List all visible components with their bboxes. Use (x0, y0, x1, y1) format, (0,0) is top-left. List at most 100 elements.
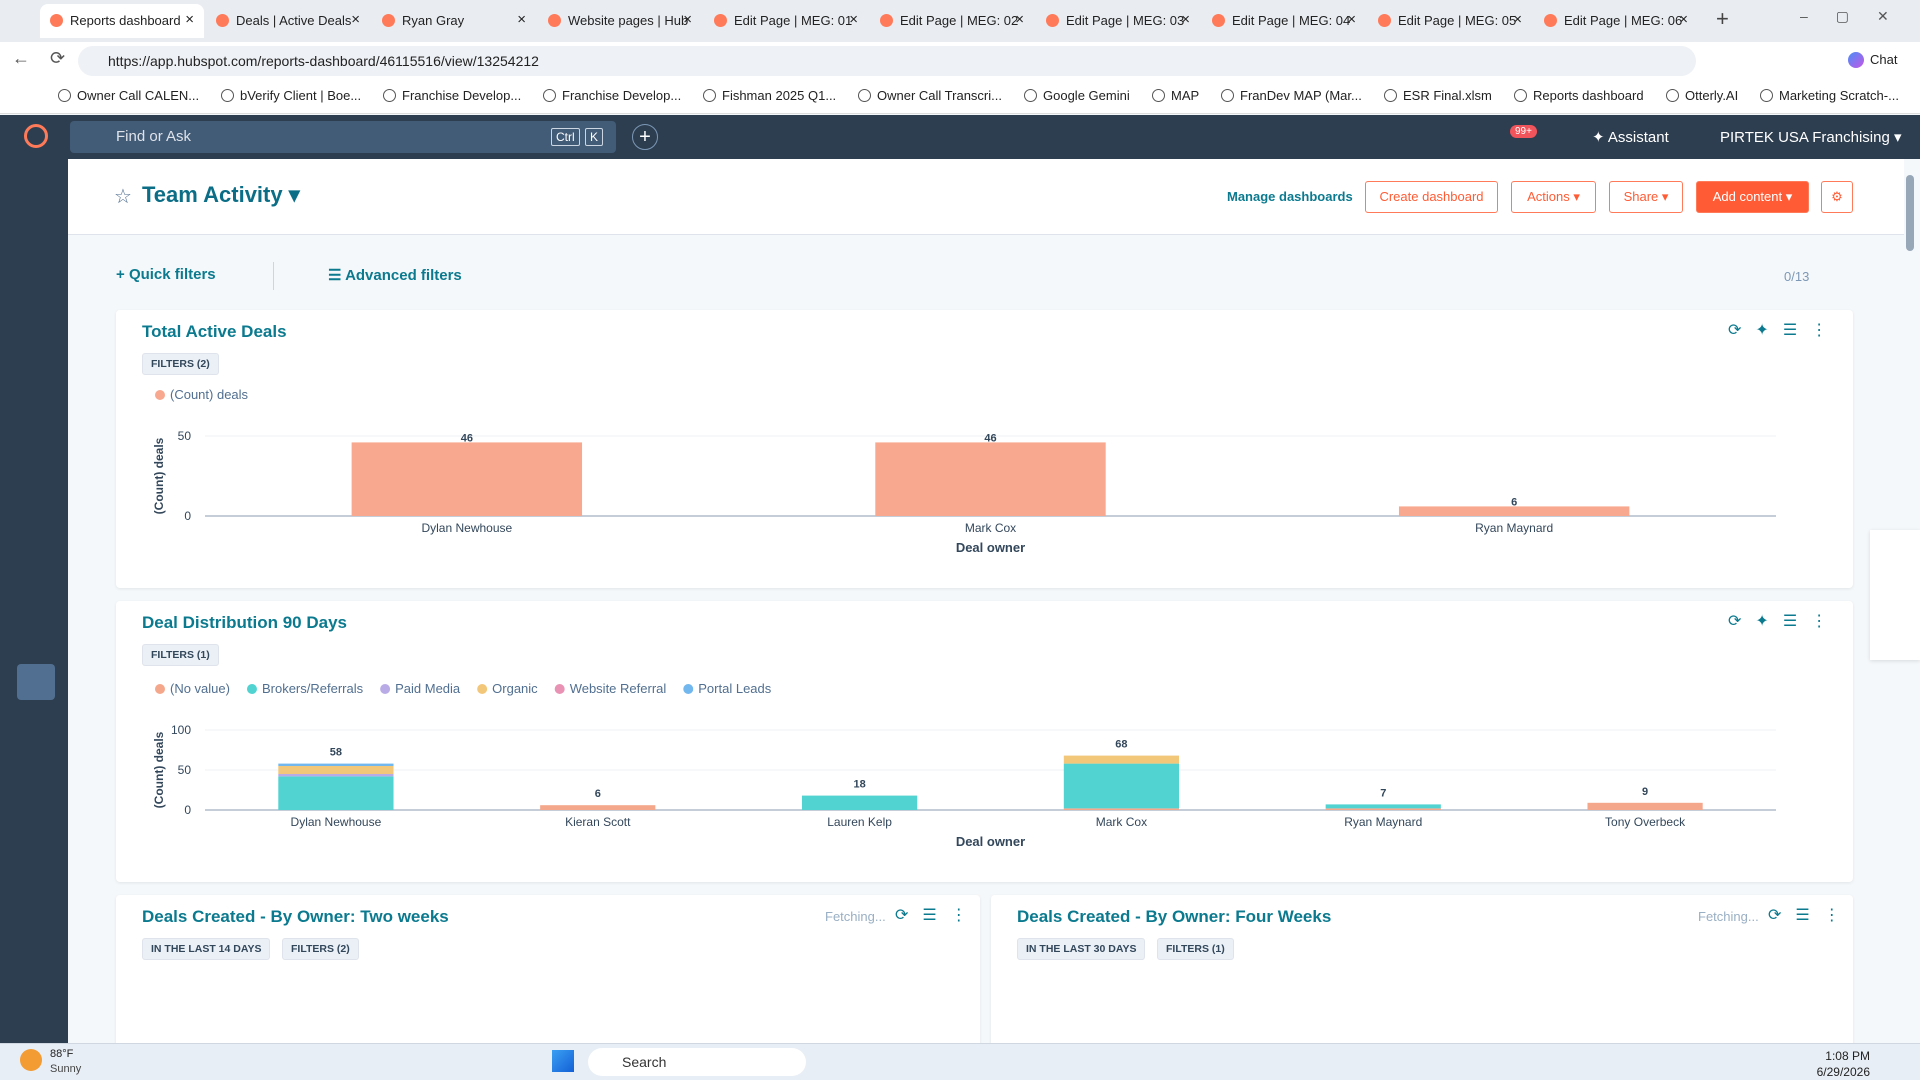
bookmark-icon (858, 89, 871, 102)
fetching-status: Fetching... (825, 909, 886, 924)
bookmark-icon (1024, 89, 1037, 102)
taskbar-search[interactable]: Search (588, 1048, 806, 1076)
bookmark-icon (1152, 89, 1165, 102)
bookmark[interactable]: Franchise Develop... (543, 88, 681, 103)
data-label: 6 (595, 788, 601, 800)
report-actions[interactable]: ⟳✦☰⋮ (1728, 322, 1842, 339)
favorite-star[interactable]: ☆ (114, 186, 132, 208)
bookmark[interactable]: Reports dashboard (1514, 88, 1644, 103)
bookmark[interactable]: Google Gemini (1024, 88, 1130, 103)
bookmark[interactable]: Franchise Develop... (383, 88, 521, 103)
bookmark[interactable]: FranDev MAP (Mar... (1221, 88, 1362, 103)
filter-tag[interactable]: IN THE LAST 14 DAYS (142, 938, 271, 960)
tab-icon (382, 14, 395, 27)
report-title[interactable]: Deals Created - By Owner: Two weeks (142, 907, 449, 926)
assistant-label: Assistant (1607, 129, 1669, 146)
clock-time: 1:08 PM (1825, 1049, 1870, 1063)
filter-tag[interactable]: FILTERS (1) (142, 644, 219, 666)
x-axis-label: Deal owner (956, 834, 1025, 849)
share-button[interactable]: Share ▾ (1609, 181, 1683, 213)
scrollbar[interactable] (1906, 175, 1914, 251)
tab-icon (50, 14, 63, 27)
new-tab[interactable]: + (1716, 6, 1729, 31)
bar-segment (278, 766, 394, 774)
bookmark-label: Google Gemini (1043, 88, 1130, 103)
assistant[interactable]: ✦ Assistant (1592, 129, 1669, 146)
tab-close: × (683, 11, 692, 28)
quick-filters[interactable]: + Quick filters (116, 266, 216, 283)
browser-tab[interactable]: Edit Page | MEG: 01 × (704, 4, 868, 38)
bar-segment (278, 774, 394, 777)
data-label: 68 (1115, 739, 1127, 751)
bookmark[interactable]: MAP (1152, 88, 1199, 103)
add-content[interactable]: Add content ▾ (1696, 181, 1809, 213)
browser-tab[interactable]: Edit Page | MEG: 03 × (1036, 4, 1200, 38)
bar-segment (351, 442, 583, 516)
bookmark[interactable]: Marketing Scratch-... (1760, 88, 1899, 103)
tab-icon (1046, 14, 1059, 27)
bookmark-icon (1666, 89, 1679, 102)
start-button[interactable] (552, 1050, 574, 1072)
window-controls[interactable]: –▢✕ (1800, 8, 1917, 24)
side-panel[interactable] (1870, 530, 1920, 660)
report-actions[interactable]: ⟳☰⋮ (895, 907, 981, 924)
tab-close: × (1015, 11, 1024, 28)
actions-button[interactable]: Actions ▾ (1511, 181, 1596, 213)
legend-label: Portal Leads (698, 681, 771, 696)
clock-date: 6/29/2026 (1816, 1065, 1870, 1079)
browser-tab[interactable]: Ryan Gray × (372, 4, 536, 38)
bookmark[interactable]: ESR Final.xlsm (1384, 88, 1492, 103)
bookmark-icon (58, 89, 71, 102)
filter-tag[interactable]: FILTERS (2) (142, 353, 219, 375)
shortcut-key: Ctrl (551, 128, 580, 146)
data-label: 7 (1380, 787, 1386, 799)
browser-tab[interactable]: Edit Page | MEG: 05 × (1368, 4, 1532, 38)
settings-button[interactable]: ⚙ (1821, 181, 1853, 213)
create-button[interactable]: + (632, 124, 658, 150)
address-bar[interactable]: https://app.hubspot.com/reports-dashboar… (78, 46, 1696, 76)
browser-tab[interactable]: Deals | Active Deals × (206, 4, 370, 38)
legend-swatch (155, 684, 165, 694)
nav-buttons[interactable]: ←⟳ (12, 48, 86, 68)
bookmark-icon (383, 89, 396, 102)
filter-tag[interactable]: IN THE LAST 30 DAYS (1017, 938, 1146, 960)
tab-close: × (1181, 11, 1190, 28)
x-tick-label: Lauren Kelp (827, 815, 892, 829)
chat[interactable]: Chat (1870, 52, 1898, 67)
report-title[interactable]: Deal Distribution 90 Days (142, 613, 348, 632)
browser-tab[interactable]: Reports dashboard × (40, 4, 204, 38)
legend-label: Brokers/Referrals (262, 681, 364, 696)
browser-tab[interactable]: Website pages | Hub × (538, 4, 702, 38)
tab-icon (714, 14, 727, 27)
hubspot-logo[interactable] (24, 124, 48, 148)
browser-tab[interactable]: Edit Page | MEG: 04 × (1202, 4, 1366, 38)
advanced-filters[interactable]: ☰ Advanced filters (328, 267, 462, 284)
legend-swatch (554, 684, 565, 694)
bookmark[interactable]: Owner Call Transcri... (858, 88, 1002, 103)
bar-segment (540, 805, 656, 810)
report-title[interactable]: Deals Created - By Owner: Four Weeks (1017, 907, 1332, 926)
report-actions[interactable]: ⟳☰⋮ (1768, 907, 1854, 924)
create-dashboard[interactable]: Create dashboard (1365, 181, 1498, 213)
account-menu[interactable]: PIRTEK USA Franchising ▾ (1720, 129, 1902, 146)
bookmark[interactable]: Otterly.AI (1666, 88, 1738, 103)
legend-label: (No value) (170, 681, 230, 696)
tab-title: Website pages | Hub (568, 13, 689, 28)
bookmark[interactable]: bVerify Client | Boe... (221, 88, 361, 103)
tab-close: × (849, 11, 858, 28)
browser-tab[interactable]: Edit Page | MEG: 02 × (870, 4, 1034, 38)
dashboard-title[interactable]: Team Activity ▾ (142, 182, 300, 207)
manage-dashboards[interactable]: Manage dashboards (1227, 189, 1353, 204)
bookmark[interactable]: Fishman 2025 Q1... (703, 88, 836, 103)
bookmark[interactable]: Owner Call CALEN... (58, 88, 199, 103)
tab-title: Edit Page | MEG: 06 (1564, 13, 1683, 28)
report-actions[interactable]: ⟳✦☰⋮ (1728, 613, 1842, 630)
report-title[interactable]: Total Active Deals (142, 322, 287, 341)
filter-tag[interactable]: FILTERS (2) (282, 938, 359, 960)
filter-tag[interactable]: FILTERS (1) (1157, 938, 1234, 960)
y-tick-label: 50 (178, 763, 192, 777)
bookmark-label: bVerify Client | Boe... (240, 88, 362, 103)
browser-tab[interactable]: Edit Page | MEG: 06 × (1534, 4, 1698, 38)
sidebar-active[interactable] (17, 664, 55, 700)
search[interactable]: Find or Ask (70, 121, 616, 153)
